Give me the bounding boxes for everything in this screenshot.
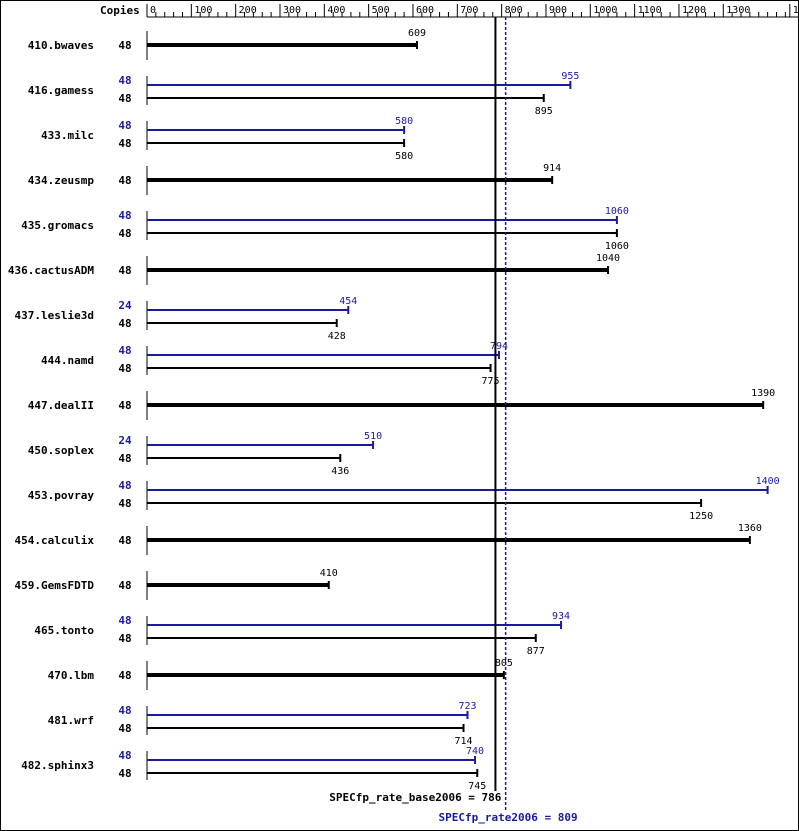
base-copies: 48: [118, 579, 131, 592]
base-value-label: 877: [527, 646, 545, 657]
x-tick-label: 800: [505, 5, 523, 16]
base-value-label: 410: [320, 568, 338, 579]
peak-value-label: 1400: [756, 476, 780, 487]
base-copies: 48: [118, 137, 131, 150]
base-copies: 48: [118, 92, 131, 105]
benchmark-label: 482.sphinx3: [21, 759, 94, 772]
peak-value-label: 580: [395, 116, 413, 127]
x-tick-label: 300: [283, 5, 301, 16]
base-copies: 48: [118, 174, 131, 187]
base-value-label: 1040: [596, 253, 620, 264]
peak-value-label: 1060: [605, 206, 629, 217]
base-copies: 48: [118, 767, 131, 780]
benchmark-label: 436.cactusADM: [8, 264, 94, 277]
base-copies: 48: [118, 39, 131, 52]
x-tick-label: 700: [460, 5, 478, 16]
x-tick-label: 1100: [638, 5, 662, 16]
base-copies: 48: [118, 399, 131, 412]
base-copies: 48: [118, 452, 131, 465]
benchmark-label: 465.tonto: [34, 624, 94, 637]
x-tick-label: 0: [150, 5, 156, 16]
base-copies: 48: [118, 632, 131, 645]
base-value-label: 1250: [689, 511, 713, 522]
base-value-label: 580: [395, 151, 413, 162]
benchmark-label: 481.wrf: [48, 714, 94, 727]
peak-copies: 48: [118, 749, 131, 762]
x-tick-label: 1200: [682, 5, 706, 16]
copies-header: Copies: [100, 4, 140, 17]
peak-reference-label: SPECfp_rate2006 = 809: [439, 811, 578, 824]
benchmark-label: 433.milc: [41, 129, 94, 142]
peak-copies: 48: [118, 614, 131, 627]
benchmark-label: 444.namd: [41, 354, 94, 367]
peak-copies: 48: [118, 74, 131, 87]
base-copies: 48: [118, 534, 131, 547]
base-copies: 48: [118, 669, 131, 682]
x-tick-label: 600: [416, 5, 434, 16]
benchmark-label: 416.gamess: [28, 84, 94, 97]
base-value-label: 436: [331, 466, 349, 477]
benchmark-label: 447.dealII: [28, 399, 94, 412]
base-value-label: 1390: [751, 388, 775, 399]
base-value-label: 745: [468, 781, 486, 792]
base-copies: 48: [118, 497, 131, 510]
peak-copies: 24: [118, 299, 132, 312]
x-tick-label: 500: [372, 5, 390, 16]
base-copies: 48: [118, 362, 131, 375]
benchmark-label: 437.leslie3d: [15, 309, 94, 322]
base-value-label: 1360: [738, 523, 762, 534]
peak-copies: 48: [118, 209, 131, 222]
x-tick-label: 900: [549, 5, 567, 16]
base-copies: 48: [118, 227, 131, 240]
peak-copies: 24: [118, 434, 132, 447]
base-value-label: 914: [543, 163, 561, 174]
benchmark-label: 450.soplex: [28, 444, 95, 457]
base-value-label: 895: [535, 106, 553, 117]
base-value-label: 1060: [605, 241, 629, 252]
x-tick-label: 100: [194, 5, 212, 16]
benchmark-label: 434.zeusmp: [28, 174, 95, 187]
base-copies: 48: [118, 317, 131, 330]
benchmark-label: 410.bwaves: [28, 39, 94, 52]
peak-value-label: 454: [339, 296, 357, 307]
benchmark-label: 470.lbm: [48, 669, 95, 682]
x-tick-label: 1300: [726, 5, 750, 16]
benchmark-label: 454.calculix: [15, 534, 95, 547]
benchmark-label: 453.povray: [28, 489, 95, 502]
benchmark-label: 459.GemsFDTD: [15, 579, 95, 592]
peak-copies: 48: [118, 479, 131, 492]
x-tick-label: 400: [327, 5, 345, 16]
base-value-label: 775: [482, 376, 500, 387]
peak-value-label: 934: [552, 611, 570, 622]
peak-value-label: 740: [466, 746, 484, 757]
x-tick-label: 200: [239, 5, 257, 16]
base-value-label: 714: [454, 736, 472, 747]
base-value-label: 609: [408, 28, 426, 39]
peak-copies: 48: [118, 704, 131, 717]
base-reference-label: SPECfp_rate_base2006 = 786: [329, 791, 502, 804]
peak-value-label: 510: [364, 431, 382, 442]
benchmark-label: 435.gromacs: [21, 219, 94, 232]
x-tick-label: 1450: [793, 5, 798, 16]
base-value-label: 428: [328, 331, 346, 342]
peak-copies: 48: [118, 344, 131, 357]
peak-copies: 48: [118, 119, 131, 132]
peak-value-label: 955: [561, 71, 579, 82]
base-value-label: 805: [495, 658, 513, 669]
peak-value-label: 723: [458, 701, 476, 712]
peak-value-label: 794: [490, 341, 508, 352]
base-copies: 48: [118, 722, 131, 735]
base-copies: 48: [118, 264, 131, 277]
x-tick-label: 1000: [593, 5, 617, 16]
